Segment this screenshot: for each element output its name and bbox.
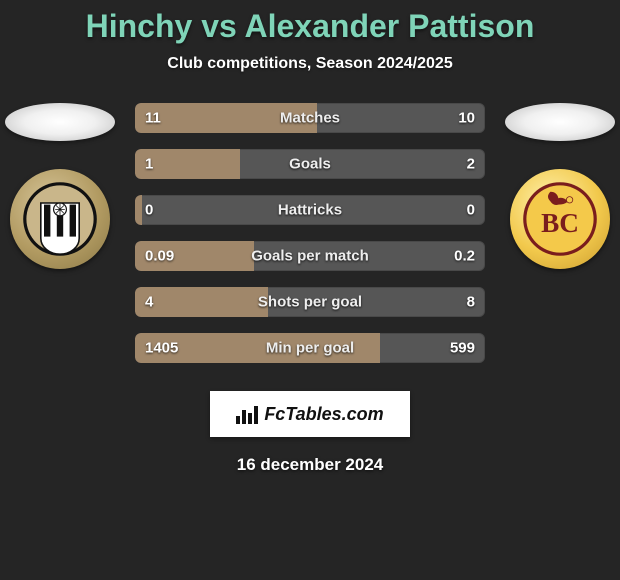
stat-value-right: 8 <box>467 294 475 311</box>
brand-text: FcTables.com <box>264 404 383 425</box>
stat-label: Goals <box>135 156 485 173</box>
player-left <box>0 103 120 269</box>
stat-value-right: 2 <box>467 156 475 173</box>
club-badge-right: BC <box>510 169 610 269</box>
svg-text:BC: BC <box>541 208 579 238</box>
main-area: BC 11Matches10 1Goals2 0Hattricks0 0.09Goal… <box>0 103 620 363</box>
stat-value-right: 10 <box>458 110 475 127</box>
player-right: BC <box>500 103 620 269</box>
stat-row: 1Goals2 <box>135 149 485 179</box>
stats-list: 11Matches10 1Goals2 0Hattricks0 0.09Goals p… <box>135 103 485 363</box>
stat-row: 1405Min per goal599 <box>135 333 485 363</box>
avatar-placeholder-right <box>505 103 615 141</box>
notts-county-crest-icon <box>20 179 100 259</box>
subtitle: Club competitions, Season 2024/2025 <box>0 55 620 73</box>
stat-row: 4Shots per goal8 <box>135 287 485 317</box>
stat-label: Goals per match <box>135 248 485 265</box>
page-title: Hinchy vs Alexander Pattison <box>0 0 620 45</box>
date-stamp: 16 december 2024 <box>0 455 620 475</box>
stat-label: Matches <box>135 110 485 127</box>
stat-row: 0.09Goals per match0.2 <box>135 241 485 271</box>
avatar-placeholder-left <box>5 103 115 141</box>
club-badge-left <box>10 169 110 269</box>
stat-row: 11Matches10 <box>135 103 485 133</box>
stat-value-right: 0 <box>467 202 475 219</box>
brand-logo[interactable]: FcTables.com <box>210 391 410 437</box>
fctables-icon <box>236 404 258 424</box>
stat-value-right: 599 <box>450 340 475 357</box>
stat-label: Hattricks <box>135 202 485 219</box>
stat-row: 0Hattricks0 <box>135 195 485 225</box>
comparison-card: Hinchy vs Alexander Pattison Club compet… <box>0 0 620 580</box>
bradford-city-crest-icon: BC <box>520 179 600 259</box>
stat-label: Min per goal <box>135 340 485 357</box>
stat-value-right: 0.2 <box>454 248 475 265</box>
stat-label: Shots per goal <box>135 294 485 311</box>
